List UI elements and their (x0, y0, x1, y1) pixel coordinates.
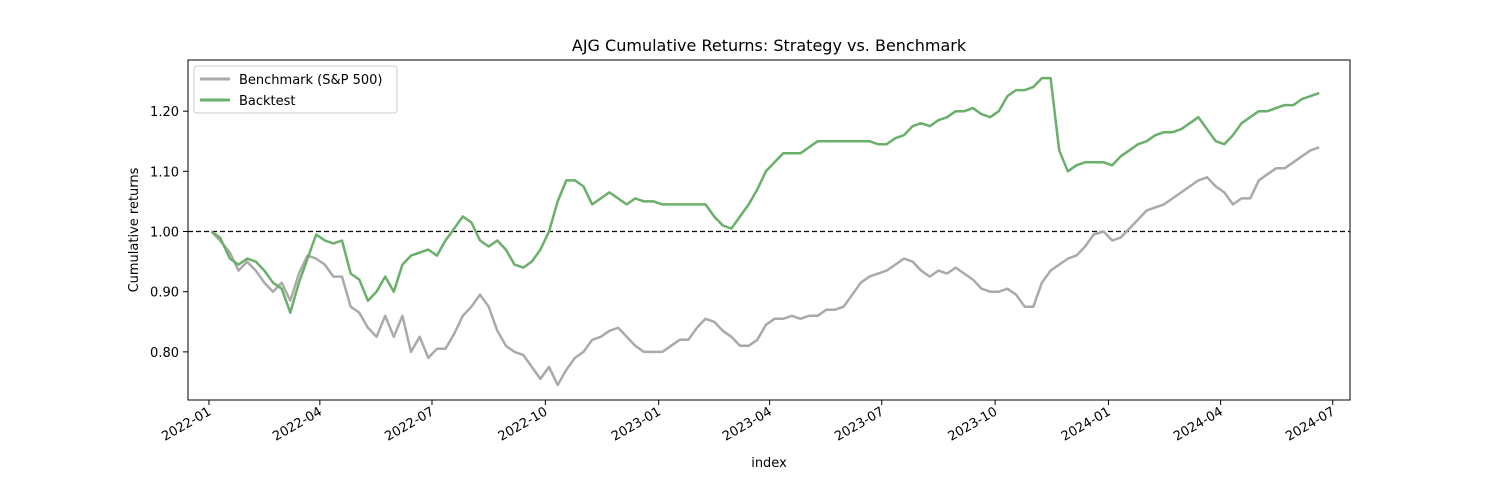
legend-box (193, 65, 398, 114)
series-layer (210, 76, 1320, 387)
y-tick-label: 0.90 (150, 286, 179, 301)
legend-label-backtest: Backtest (239, 94, 296, 109)
legend: Benchmark (S&P 500) Backtest (193, 65, 398, 114)
series-line-backtest (210, 76, 1320, 314)
plot-area (187, 59, 1351, 401)
x-axis-label: index (751, 456, 787, 471)
plot-frame (187, 59, 1351, 401)
plot-background (188, 60, 1350, 400)
y-tick-label: 1.00 (150, 226, 179, 241)
chart-title: AJG Cumulative Returns: Strategy vs. Ben… (572, 36, 967, 55)
y-axis-label: Cumulative returns (127, 167, 142, 292)
y-axis: 0.80 0.90 1.00 1.10 1.20 (150, 105, 188, 361)
y-tick-label: 1.20 (150, 105, 179, 120)
legend-label-benchmark: Benchmark (S&P 500) (239, 73, 383, 88)
series-line-benchmark (210, 146, 1320, 387)
y-tick-label: 1.10 (150, 165, 179, 180)
y-tick-label: 0.80 (150, 346, 179, 361)
